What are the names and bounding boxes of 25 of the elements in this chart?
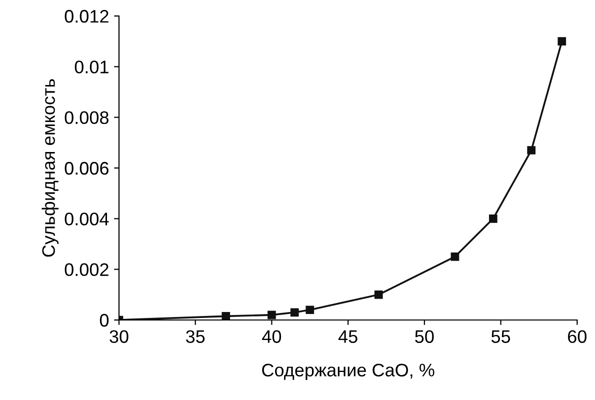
- y-tick-label: 0.006: [64, 162, 108, 175]
- y-axis-title: Сульфидная емкость: [42, 79, 59, 257]
- point: [290, 308, 299, 317]
- point: [488, 214, 498, 223]
- point: [306, 306, 314, 314]
- x-tick-label: 50: [415, 330, 434, 343]
- y-tick-label: 0.008: [64, 111, 108, 124]
- x-tick-label: 35: [186, 330, 205, 343]
- point: [268, 310, 276, 320]
- point: [222, 312, 230, 320]
- point: [527, 146, 536, 154]
- y-tick-label: 0.01: [74, 60, 108, 74]
- y-tick-label: 0.002: [64, 263, 108, 276]
- x-tick-label: 45: [338, 330, 358, 343]
- x-tick-label: 60: [568, 330, 586, 343]
- y-tick-label: 0.004: [64, 212, 109, 226]
- y-tick-label: 0: [100, 314, 109, 327]
- x-tick-label: 40: [262, 330, 282, 343]
- y-tick-label: 0.012: [64, 10, 108, 23]
- point: [374, 290, 383, 299]
- point: [558, 37, 566, 46]
- point: [450, 252, 460, 261]
- x-tick-label: 55: [491, 330, 510, 343]
- x-tick-label: 30: [110, 330, 128, 343]
- x-axis-title: Содержание CaO, %: [262, 364, 434, 380]
